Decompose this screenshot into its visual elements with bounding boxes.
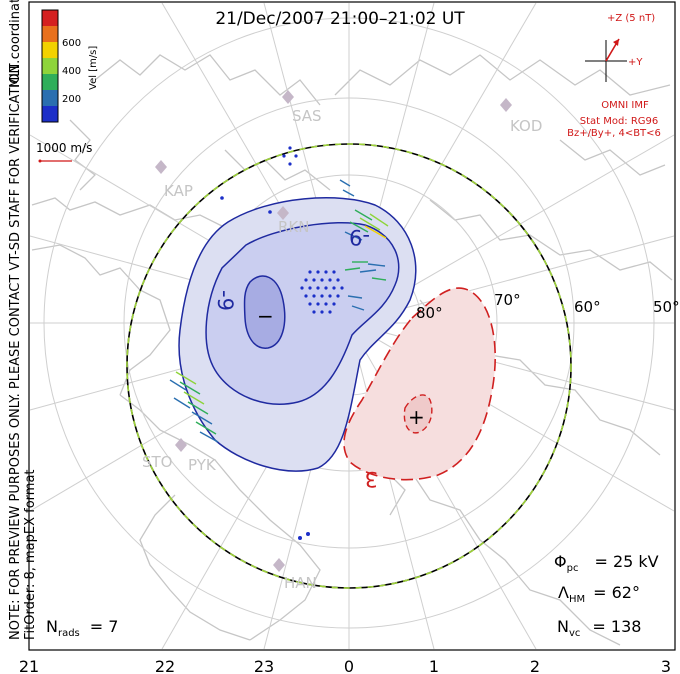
imf-y-label: +Y	[628, 57, 643, 68]
reference-vector-label: 1000 m/s	[36, 141, 92, 155]
vector-cluster-arc	[344, 261, 387, 311]
phi-value: = 25 kV	[594, 552, 658, 571]
radar-sites	[155, 90, 512, 572]
nrads-value: = 7	[90, 617, 119, 636]
svg-text:Nrads= 7: Nrads = 7	[46, 617, 118, 639]
vector-cluster-center	[300, 270, 344, 314]
colorbar-tick-600: 600	[62, 38, 81, 49]
nvc-symbol: N	[557, 617, 569, 636]
potential-max-marker: +	[408, 405, 425, 429]
mlt-label-2: 2	[530, 657, 540, 674]
nvc-subscript: vc	[569, 628, 580, 639]
svg-text:Nvc= 138: Nvc = 138	[557, 617, 641, 639]
vector-cluster-dawn	[339, 179, 389, 241]
vector-cluster-dusk	[169, 371, 219, 443]
contour-label-negative-2: -9	[349, 225, 370, 249]
map-title: 21/Dec/2007 21:00–21:02 UT	[215, 9, 465, 29]
imf-clock	[585, 38, 627, 82]
radar-label-sto: STO	[142, 453, 173, 471]
imf-source: OMNI IMF	[601, 100, 649, 111]
imf-stat-model: Stat Mod: RG96	[580, 116, 659, 127]
mlt-label-3: 3	[661, 657, 671, 674]
mlt-label-23: 23	[254, 657, 274, 674]
lat-label-50: 50°	[653, 298, 680, 316]
svg-text:Φpc= 25 kV: Φpc = 25 kV	[554, 552, 659, 574]
radar-label-rkn: RKN	[278, 218, 309, 236]
mlt-label-1: 1	[429, 657, 439, 674]
nvc-value: = 138	[592, 617, 641, 636]
imf-z-label: +Z (5 nT)	[607, 13, 655, 24]
imf-bin: Bz+/By+, 4<BT<6	[567, 128, 661, 139]
lambda-value: = 62°	[593, 583, 640, 602]
radar-marker-sas	[282, 90, 294, 104]
reference-vector-dot	[38, 159, 42, 163]
negative-convection-cell	[178, 197, 417, 472]
mlt-label-0: 0	[344, 657, 354, 674]
colorbar-tick-400: 400	[62, 66, 81, 77]
vector-cluster-sparse	[220, 146, 310, 540]
contour-label-positive: 3	[365, 467, 378, 491]
colorbar-tick-200: 200	[62, 94, 81, 105]
lat-label-80: 80°	[416, 304, 443, 322]
preview-note: NOTE: FOR PREVIEW PURPOSES ONLY. PLEASE …	[8, 60, 23, 640]
contour-label-negative: -9	[213, 290, 237, 311]
mlt-label-22: 22	[155, 657, 175, 674]
nrads-subscript: rads	[58, 628, 80, 639]
phi-symbol: Φ	[554, 552, 567, 571]
radar-label-sas: SAS	[292, 107, 322, 125]
positive-convection-cell	[343, 287, 496, 481]
phi-subscript: pc	[567, 563, 579, 574]
svg-text:ΛHM= 62°: ΛHM = 62°	[558, 583, 640, 605]
coordinate-note: MLT coordinates	[8, 0, 23, 88]
stat-nvc: Nvc = 138	[557, 617, 641, 639]
stat-phi: Φpc = 25 kV	[554, 552, 659, 574]
radar-marker-kod	[500, 98, 512, 112]
radar-marker-kap	[155, 160, 167, 174]
radar-label-kap: KAP	[164, 182, 193, 200]
radar-label-kod: KOD	[510, 117, 542, 135]
radar-marker-rkn	[277, 206, 289, 220]
mlt-label-21: 21	[19, 657, 39, 674]
lat-label-70: 70°	[494, 291, 521, 309]
radar-label-pyk: PYK	[188, 456, 217, 474]
lat-label-60: 60°	[574, 298, 601, 316]
nrads-symbol: N	[46, 617, 58, 636]
lambda-subscript: HM	[569, 594, 585, 605]
velocity-colorbar	[41, 9, 59, 123]
lambda-symbol: Λ	[558, 583, 569, 602]
radar-label-han: HAN	[284, 574, 317, 592]
hm-boundary-dash	[126, 143, 572, 589]
colorbar-axis-label: Vel [m/s]	[88, 46, 99, 90]
stat-lambda: ΛHM = 62°	[558, 583, 640, 605]
potential-min-marker: −	[257, 304, 274, 328]
radar-marker-han	[273, 558, 285, 572]
radar-marker-sto	[175, 438, 187, 452]
fit-order-note: FitOrder: 8, mapEX format	[23, 469, 38, 640]
velocity-vectors	[169, 146, 389, 540]
stat-nrads: Nrads = 7	[46, 617, 118, 639]
